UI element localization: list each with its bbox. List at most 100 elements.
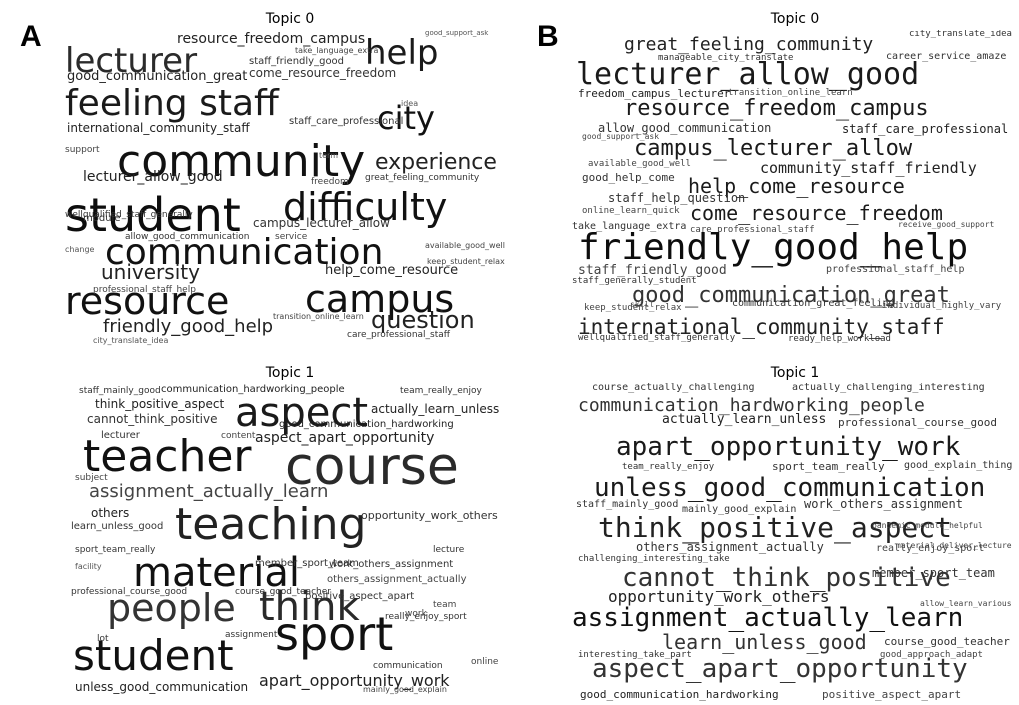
word-b0-23: staff_generally_student [572, 276, 697, 286]
word-b1-9: unless_good_communication [594, 473, 986, 503]
word-b0-6: transition_online_learn [728, 88, 853, 98]
word-a0-36: wellqualified_staff_generally [65, 210, 193, 220]
word-a1-35: member_sport_team [255, 558, 359, 569]
word-b1-1: actually_challenging_interesting [792, 383, 985, 393]
word-b0-20: friendly_good_help [578, 227, 969, 268]
word-a0-40: idea [401, 99, 419, 108]
word-b0-12: community_staff_friendly [760, 159, 977, 177]
word-b1-10: staff_mainly_good [576, 499, 679, 510]
word-a1-10: aspect_apart_opportunity [255, 430, 435, 446]
word-b0-26: keep_student_relax [584, 303, 682, 313]
word-b1-14: pandemic_module_helpful [872, 521, 983, 530]
word-a0-1: help [365, 33, 439, 73]
word-a1-3: think_positive_aspect [95, 397, 225, 411]
word-a0-38: transition_online_learn [273, 312, 364, 321]
word-a1-26: sport [275, 607, 394, 661]
word-a0-17: difficulty [283, 185, 448, 229]
word-a1-16: teaching [175, 499, 367, 550]
word-b1-19: member_sport_team [872, 566, 995, 580]
word-a1-1: communication_hardworking_people [161, 384, 345, 395]
word-b1-15: others_assignment_actually [636, 540, 824, 554]
word-a1-27: student [73, 631, 234, 680]
word-b0-28: international_community_staff [578, 315, 945, 339]
word-b1-8: good_explain_thing [904, 460, 1012, 471]
word-b0-11: good_help_come [582, 171, 675, 184]
word-b0-9: staff_care_professional [842, 122, 1009, 136]
wordcloud-b-topic1: course_actually_challenging actually_chal… [572, 383, 1012, 701]
word-b0-17: take_language_extra [572, 221, 687, 232]
word-b1-0: course_actually_challenging [592, 383, 755, 393]
word-b0-27: individual_highly_vary [882, 301, 1002, 311]
word-a0-23: campus [305, 277, 455, 321]
word-a1-18: material [133, 550, 300, 596]
word-a0-32: term [319, 151, 338, 160]
word-b0-3: career_service_amaze [886, 51, 1007, 62]
word-a1-20: others_assignment_actually [327, 574, 467, 585]
word-a0-16: student [65, 188, 241, 242]
word-b1-5: apart_opportunity_work [616, 432, 961, 462]
word-b1-30: allow_learn_various [920, 599, 1012, 608]
word-b0-4: lecturer_allow_good [576, 57, 920, 92]
word-a1-7: good_communication_hardworking [279, 419, 454, 430]
word-b0-29: wellqualified_staff_generally [578, 333, 736, 343]
word-b0-31: skill [630, 300, 655, 309]
word-b1-23: course_good_teacher [884, 635, 1010, 648]
word-b1-16: really_enjoy_sport [876, 543, 985, 554]
word-a0-2: resource_freedom_campus [177, 31, 366, 47]
word-a0-12: community [117, 136, 366, 187]
word-b0-1: city_translate_idea [909, 30, 1012, 39]
word-b0-13: help_come_resource [688, 174, 905, 198]
word-b0-2: manageable_city_translate [658, 53, 794, 63]
word-a1-40: facility [75, 562, 102, 571]
title-b-topic0: Topic 0 [770, 11, 820, 27]
word-a1-11: lecturer [101, 430, 140, 441]
word-b0-16: come_resource_freedom [690, 201, 943, 225]
word-a1-28: lot [97, 634, 109, 644]
word-a1-33: unless_good_communication [75, 680, 249, 694]
wordcloud-a-topic1: staff_mainly_good communication_hardworki… [65, 383, 505, 701]
word-a0-10: international_community_staff [67, 121, 250, 135]
word-a0-7: come_resource_freedom [249, 66, 397, 80]
word-a1-8: teacher [83, 431, 252, 482]
word-b1-4: professional_course_good [838, 416, 997, 429]
word-a1-6: cannot_think_positive [87, 412, 218, 426]
word-a0-19: communication [105, 232, 384, 273]
word-b1-29: material_deliver_lecture [896, 541, 1012, 550]
title-a-topic1: Topic 1 [265, 365, 315, 381]
word-b0-15: online_learn_quick [582, 206, 680, 216]
word-a0-5: good_support_ask [425, 30, 489, 37]
word-a0-34: city_translate_idea [93, 336, 169, 345]
wordcloud-a-topic0: lecturer help resource_freedom_campus staff… [65, 30, 505, 348]
word-a0-15: great_feeling_community [365, 173, 480, 183]
word-b1-3: actually_learn_unless [662, 412, 827, 427]
word-b1-11: mainly_good_explain [682, 504, 797, 515]
word-b1-7: sport_team_really [772, 460, 885, 473]
word-a1-37: lecture [433, 545, 465, 555]
word-a0-37: keep_student_relax [427, 257, 505, 266]
word-b1-26: aspect_apart_opportunity [592, 654, 968, 684]
word-a0-3: staff_friendly_good [249, 56, 345, 67]
panel-b-label: B [537, 20, 559, 53]
word-a1-32: apart_opportunity_work [259, 671, 450, 690]
word-b1-22: learn_unless_good [662, 630, 867, 654]
word-a1-38: team [433, 600, 457, 610]
word-a1-41: mainly_good_explain [363, 685, 447, 694]
word-b0-21: staff_friendly_good [578, 263, 727, 278]
word-b0-8: allow_good_communication [598, 121, 772, 135]
word-b1-18: cannot_think_positive [622, 563, 951, 593]
word-b0-22: professional_staff_help [826, 264, 965, 275]
word-a0-6: good_communication_great [67, 69, 248, 84]
word-b1-12: work_others_assignment [804, 497, 963, 511]
word-a1-12: assignment_actually_learn [89, 481, 329, 502]
word-a0-4: take_language_extra [295, 46, 379, 55]
word-a1-9: course [285, 437, 459, 497]
word-a0-13: experience [375, 150, 497, 175]
word-b1-6: team_really_enjoy [622, 462, 715, 472]
word-b0-25: communication_great_feeling [732, 298, 895, 309]
word-b1-17: challenging_interesting_take [578, 554, 730, 564]
word-b0-5: freedom_campus_lecturer [578, 87, 731, 100]
word-a1-25: really_enjoy_sport [385, 612, 467, 622]
word-a0-8: feeling staff [65, 83, 279, 124]
word-a1-4: aspect [235, 390, 369, 436]
word-a0-14: lecturer_allow_good [83, 169, 223, 185]
